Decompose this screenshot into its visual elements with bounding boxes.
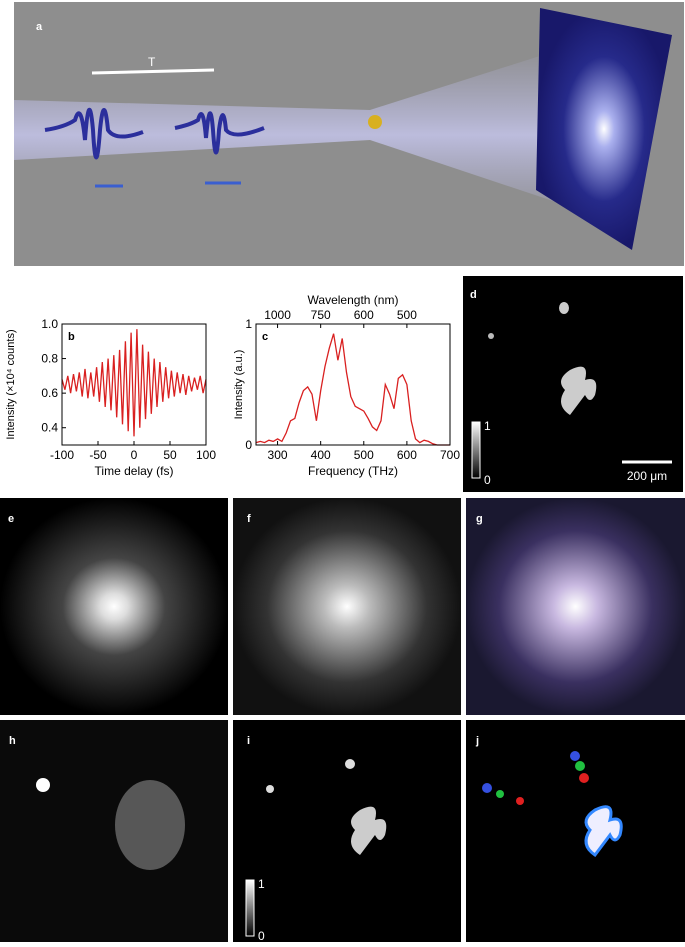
pulse bbox=[44, 107, 144, 160]
x2-tick-label: 500 bbox=[397, 308, 417, 322]
blob bbox=[516, 797, 524, 805]
y-tick-label: 0.6 bbox=[41, 386, 58, 400]
plot-frame bbox=[255, 323, 451, 446]
x-tick-label: 100 bbox=[196, 448, 216, 462]
neuron bbox=[368, 115, 382, 129]
x-tick-label: 50 bbox=[163, 448, 177, 462]
colorbar-label: 1 bbox=[484, 419, 491, 433]
panel-f-image bbox=[233, 498, 461, 715]
colorbar-label: 0 bbox=[484, 473, 491, 487]
blob bbox=[570, 751, 580, 761]
x-tick-label: -100 bbox=[50, 448, 74, 462]
blob bbox=[482, 783, 492, 793]
neuron-image bbox=[351, 806, 387, 855]
beam bbox=[14, 40, 640, 230]
x-tick-label: 400 bbox=[311, 448, 331, 462]
blob bbox=[115, 780, 185, 870]
panel-label: i bbox=[247, 735, 250, 747]
detector bbox=[536, 8, 672, 250]
panel-label: j bbox=[475, 735, 479, 747]
panel-label: h bbox=[9, 735, 16, 747]
panel-label: b bbox=[68, 331, 75, 343]
x-tick-label: 500 bbox=[354, 448, 374, 462]
x2-tick-label: 750 bbox=[311, 308, 331, 322]
y-tick-label: 0 bbox=[245, 438, 252, 452]
panel-label: d bbox=[470, 289, 477, 301]
panel-h-image bbox=[0, 720, 228, 942]
panel-label: f bbox=[247, 513, 251, 525]
blob bbox=[36, 778, 50, 792]
scale-bar-label: 200 μm bbox=[627, 469, 667, 483]
neuron-image bbox=[561, 366, 597, 415]
colorbar-label: 1 bbox=[258, 877, 265, 891]
annotation: T bbox=[148, 55, 156, 69]
y-tick-label: 0.8 bbox=[41, 352, 58, 366]
x-axis-label: Frequency (THz) bbox=[308, 464, 398, 478]
x2-axis-label: Wavelength (nm) bbox=[308, 293, 399, 307]
panel-e-image bbox=[0, 498, 228, 715]
y-tick-label: 1.0 bbox=[41, 317, 58, 331]
panel-label: e bbox=[8, 513, 14, 525]
x-tick-label: 0 bbox=[131, 448, 138, 462]
x-tick-label: 600 bbox=[397, 448, 417, 462]
x-tick-label: 300 bbox=[268, 448, 288, 462]
blob bbox=[496, 790, 504, 798]
blob bbox=[579, 773, 589, 783]
direction-arrow bbox=[95, 181, 241, 188]
y-tick-label: 1 bbox=[245, 317, 252, 331]
y-axis-label: Intensity (×10⁴ counts) bbox=[5, 329, 17, 439]
blob bbox=[559, 302, 569, 314]
blob bbox=[488, 333, 494, 339]
x-tick-label: -50 bbox=[89, 448, 107, 462]
x-axis-label: Time delay (fs) bbox=[95, 464, 174, 478]
x2-tick-label: 1000 bbox=[264, 308, 291, 322]
x2-tick-label: 600 bbox=[354, 308, 374, 322]
panel-i-image bbox=[233, 720, 461, 942]
blob bbox=[345, 759, 355, 769]
blob bbox=[266, 785, 274, 793]
neuron-image bbox=[584, 805, 623, 858]
line bbox=[61, 329, 207, 437]
blob bbox=[575, 761, 585, 771]
colorbar bbox=[471, 421, 481, 479]
y-tick-label: 0.4 bbox=[41, 421, 58, 435]
pulse bbox=[174, 111, 265, 155]
panel-label: g bbox=[476, 513, 483, 525]
colorbar bbox=[245, 879, 255, 937]
delay-arrow bbox=[91, 68, 215, 75]
panel-label: c bbox=[262, 331, 268, 343]
panel-g-image bbox=[466, 498, 685, 715]
line bbox=[255, 333, 450, 446]
x-tick-label: 700 bbox=[440, 448, 460, 462]
y-axis-label: Intensity (a.u.) bbox=[233, 350, 245, 420]
panel-label: a bbox=[36, 21, 43, 33]
colorbar-label: 0 bbox=[258, 929, 265, 942]
